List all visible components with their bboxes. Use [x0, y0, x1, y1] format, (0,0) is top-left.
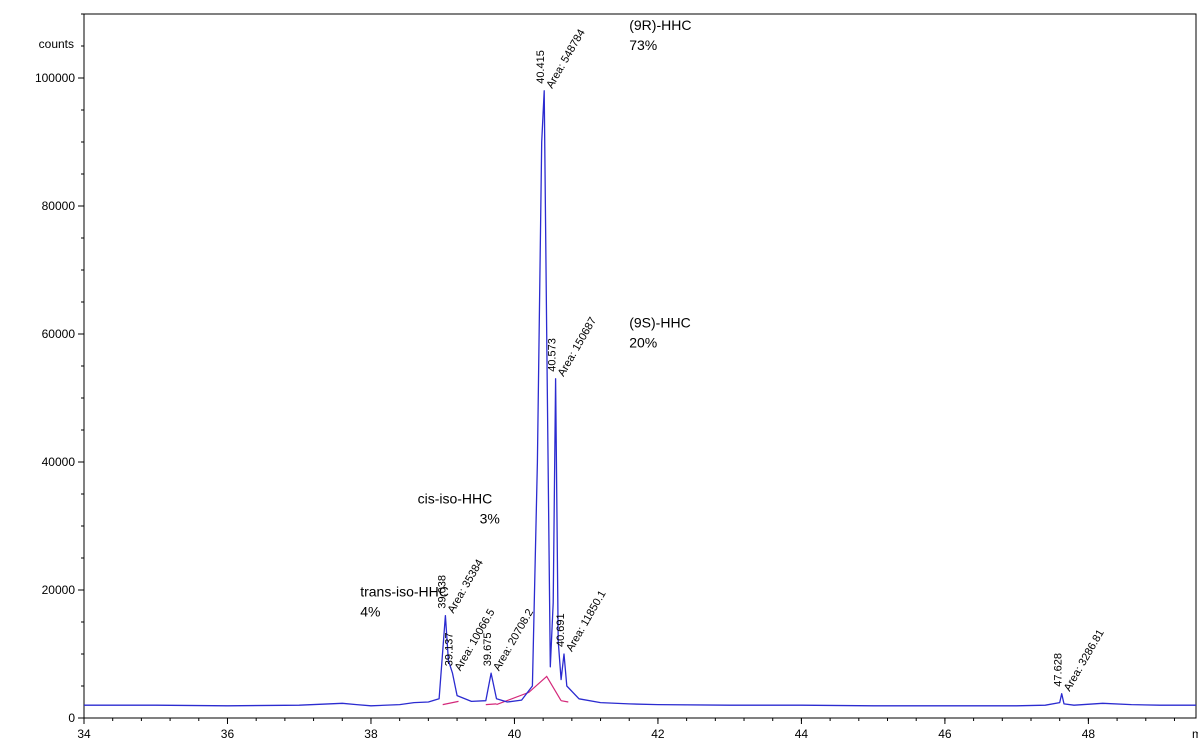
compound-name-label: (9R)-HHC — [629, 17, 691, 33]
retention-time-label: 40.573 — [547, 338, 559, 372]
compound-name-label: (9S)-HHC — [629, 315, 690, 331]
x-tick-label: 34 — [77, 727, 91, 741]
signal-line — [84, 90, 1196, 707]
compound-percent-label: 20% — [629, 335, 657, 351]
integration-baseline — [442, 700, 459, 706]
baseline-segments — [442, 675, 569, 706]
compound-name-label: cis-iso-HHC — [418, 491, 493, 507]
y-tick-label: 0 — [68, 711, 75, 725]
integration-baseline — [485, 703, 497, 706]
compound-name-label: trans-iso-HHC — [360, 583, 449, 599]
x-tick-label: 38 — [364, 727, 378, 741]
retention-time-label: 39.137 — [444, 633, 456, 667]
y-tick-label: 60000 — [42, 327, 76, 341]
y-tick-label: 20000 — [42, 583, 76, 597]
peak-area-label: Area: 150687 — [556, 315, 599, 378]
peak-area-label: Area: 3286.81 — [1062, 628, 1107, 694]
retention-time-label: 40.691 — [555, 613, 567, 647]
axes: 34 36 38 40 42 44 46 48 0 20000 40000 60000 80000 100… — [35, 13, 1197, 741]
compound-labels: trans-iso-HHC 4% cis-iso-HHC 3% (9R)-HHC 73% (… — [360, 17, 691, 619]
retention-time-label: 39.675 — [482, 633, 494, 667]
x-tick-label: 42 — [651, 727, 665, 741]
x-tick-label: 48 — [1082, 727, 1096, 741]
y-tick-label: 40000 — [42, 455, 76, 469]
y-axis-label: counts — [39, 37, 74, 51]
integration-baseline — [496, 675, 562, 706]
y-tick-label: 100000 — [35, 71, 75, 85]
peak-area-label: Area: 35384 — [446, 557, 486, 615]
compound-percent-label: 3% — [480, 511, 500, 527]
peak-area-label: Area: 20708.2 — [491, 607, 536, 673]
retention-time-label: 39.038 — [436, 575, 448, 609]
retention-time-label: 40.415 — [535, 50, 547, 84]
x-tick-label: 36 — [221, 727, 235, 741]
peak-area-label: Area: 548784 — [544, 27, 587, 90]
x-tick-label: 44 — [795, 727, 809, 741]
signal-trace — [84, 90, 1196, 707]
peak-area-label: Area: 11850.1 — [564, 589, 609, 654]
compound-percent-label: 73% — [629, 37, 657, 53]
y-tick-label: 80000 — [42, 199, 76, 213]
compound-percent-label: 4% — [360, 603, 380, 619]
retention-time-label: 47.628 — [1053, 653, 1065, 687]
x-tick-label: 46 — [938, 727, 952, 741]
x-axis-unit-label: mi — [1192, 727, 1198, 741]
integration-baseline — [560, 700, 569, 703]
x-tick-label: 40 — [508, 727, 522, 741]
plot-frame — [83, 13, 1197, 719]
